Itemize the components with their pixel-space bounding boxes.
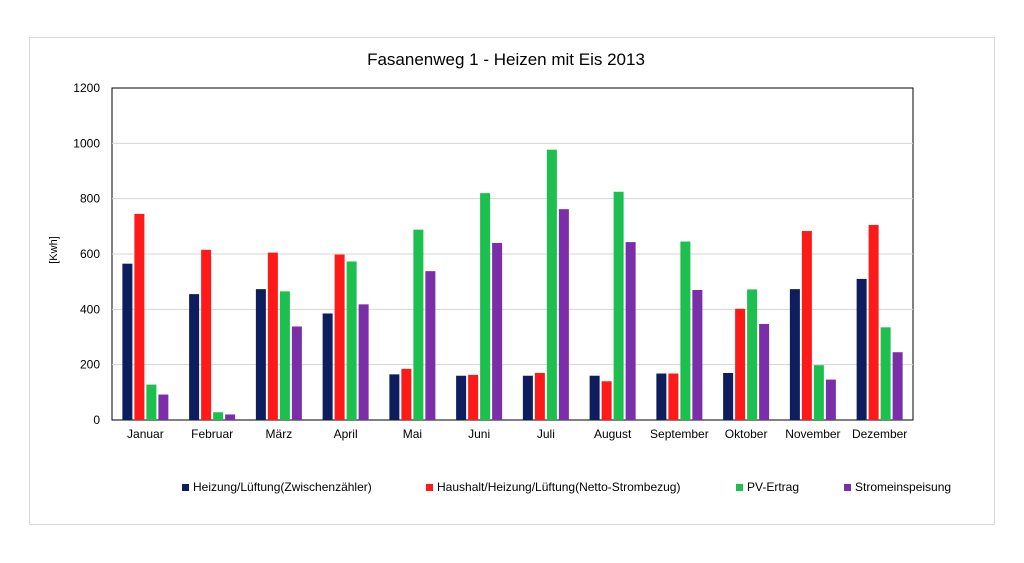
legend-label: PV-Ertrag — [747, 480, 799, 494]
bar — [546, 149, 557, 420]
bar — [522, 375, 533, 420]
bar — [225, 414, 236, 420]
bar — [134, 213, 145, 420]
x-tick-label: August — [594, 427, 632, 441]
bar — [346, 261, 357, 420]
bar — [189, 294, 200, 420]
x-tick-label: Juni — [468, 427, 490, 441]
y-tick-label: 600 — [80, 247, 100, 261]
bar — [589, 375, 600, 420]
bar — [468, 374, 479, 420]
bar — [892, 352, 903, 420]
bar — [680, 241, 691, 420]
bar — [358, 304, 369, 420]
chart-frame: Fasanenweg 1 - Heizen mit Eis 2013 [Kwh]… — [29, 37, 995, 525]
bar — [801, 231, 812, 420]
legend-swatch — [736, 484, 743, 491]
bar — [625, 242, 636, 420]
bar — [291, 326, 302, 420]
bar-layer — [122, 149, 903, 420]
bar — [656, 373, 667, 420]
legend-label: Heizung/Lüftung(Zwischenzähler) — [193, 480, 372, 494]
x-tick-label: Oktober — [725, 427, 768, 441]
x-tick-label: Juli — [537, 427, 555, 441]
bar — [158, 394, 169, 420]
bar — [558, 209, 569, 420]
x-tick-label: Januar — [127, 427, 164, 441]
grid-layer — [112, 142, 913, 366]
bar — [868, 224, 879, 420]
x-tick-label: September — [650, 427, 709, 441]
bar — [146, 384, 157, 420]
y-tick-layer: 0 200 400 600 800 1000 1200 — [73, 81, 100, 427]
bar — [413, 229, 424, 420]
bar — [122, 263, 133, 420]
bar — [789, 289, 800, 420]
bar — [747, 289, 758, 420]
bar — [456, 375, 467, 420]
bar — [389, 374, 400, 420]
bar — [880, 327, 891, 420]
bar — [322, 313, 333, 420]
bar — [213, 412, 224, 420]
legend-swatch — [182, 484, 189, 491]
bar — [759, 323, 770, 420]
x-tick-label: November — [785, 427, 840, 441]
bar — [601, 381, 612, 420]
bar — [480, 193, 491, 420]
chart-title: Fasanenweg 1 - Heizen mit Eis 2013 — [367, 50, 645, 69]
bar — [255, 289, 266, 420]
bar — [279, 291, 290, 420]
y-tick-label: 1200 — [73, 81, 100, 95]
legend-label: Haushalt/Heizung/Lüftung(Netto-Strombezu… — [437, 480, 680, 494]
bar — [735, 308, 746, 420]
y-axis-label: [Kwh] — [48, 236, 60, 264]
bar — [425, 271, 436, 420]
x-tick-label: März — [266, 427, 293, 441]
bar — [201, 249, 212, 420]
bar — [492, 242, 503, 420]
y-tick-label: 1000 — [73, 136, 100, 150]
x-tick-label: Mai — [403, 427, 422, 441]
legend: Heizung/Lüftung(Zwischenzähler) Haushalt/… — [182, 480, 951, 494]
bar — [267, 252, 278, 420]
bar — [856, 278, 867, 420]
bar — [692, 289, 703, 420]
y-tick-label: 0 — [93, 413, 100, 427]
bar — [668, 373, 679, 420]
y-tick-label: 800 — [80, 192, 100, 206]
bar — [813, 365, 824, 420]
bar — [613, 191, 624, 420]
bar — [401, 368, 412, 420]
x-tick-layer: Januar Februar März April Mai Juni Juli August S… — [127, 427, 907, 441]
chart-svg: Fasanenweg 1 - Heizen mit Eis 2013 [Kwh]… — [48, 50, 951, 494]
bar — [825, 379, 836, 420]
x-tick-label: Februar — [191, 427, 233, 441]
x-tick-label: April — [334, 427, 358, 441]
legend-label: Stromeinspeisung — [855, 480, 951, 494]
legend-swatch — [844, 484, 851, 491]
bar — [334, 254, 345, 420]
y-tick-label: 200 — [80, 358, 100, 372]
legend-swatch — [426, 484, 433, 491]
bar — [723, 372, 734, 420]
y-tick-label: 400 — [80, 302, 100, 316]
bar — [534, 372, 545, 420]
x-tick-label: Dezember — [852, 427, 907, 441]
